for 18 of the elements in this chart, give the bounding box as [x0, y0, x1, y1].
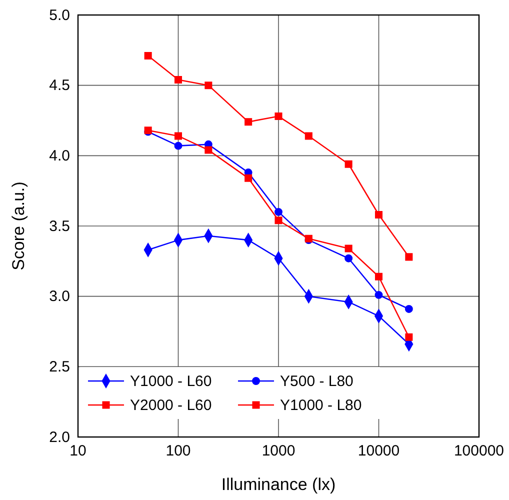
y-tick-label: 3.5 — [49, 218, 70, 235]
x-tick-label: 100 — [166, 442, 191, 460]
legend-label: Y1000 - L60 — [130, 373, 212, 390]
y-tick-label: 2.0 — [49, 428, 70, 446]
y-tick-label: 4.0 — [49, 147, 70, 164]
y-tick-label: 5.0 — [49, 6, 70, 24]
x-tick-label: 10 — [70, 442, 86, 460]
y-tick-label: 3.0 — [49, 288, 70, 306]
x-tick-label: 1000 — [262, 442, 296, 460]
y-tick-label: 4.5 — [49, 77, 70, 94]
legend-label: Y1000 - L80 — [280, 397, 362, 414]
legend-label: Y500 - L80 — [280, 373, 354, 390]
x-axis-title: Illuminance (lx) — [221, 475, 336, 494]
x-tick-label: 100000 — [454, 442, 504, 460]
y-tick-label: 2.5 — [49, 358, 70, 376]
y-axis-title: Score (a.u.) — [9, 182, 28, 270]
legend-label: Y2000 - L60 — [130, 397, 212, 414]
x-tick-label: 10000 — [358, 442, 400, 460]
